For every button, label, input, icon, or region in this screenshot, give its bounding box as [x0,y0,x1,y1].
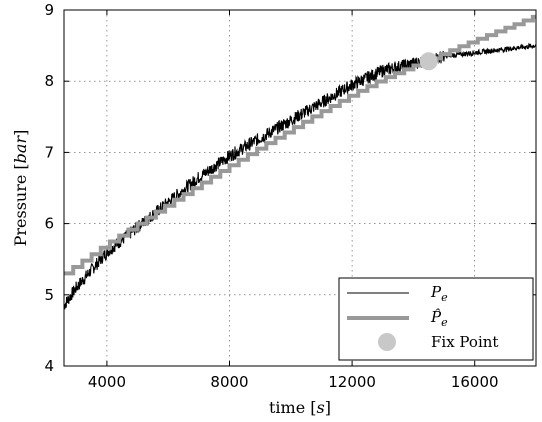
y-tick-label: 6 [44,215,54,233]
y-axis-bracket-open: [ [11,163,30,169]
x-axis-unit: s [317,398,325,417]
legend-label-fix-point: Fix Point [431,333,498,351]
y-tick-label: 9 [44,1,54,19]
y-axis-label-text: Pressure [11,170,30,247]
y-tick-label: 8 [44,72,54,90]
legend-label-pe-sub: e [441,291,448,304]
x-tick-label: 4000 [88,373,126,391]
x-axis-bracket-open: [ [310,398,316,417]
y-axis-bracket-close: ] [11,130,30,136]
legend-label-pe-hat-main: P̂ [430,308,442,326]
y-axis-unit: bar [11,135,30,164]
legend-label-pe-hat: P̂e [430,308,448,329]
y-tick-label: 7 [44,143,54,161]
tick-labels: 4000 8000 12000 16000 4 5 6 7 8 9 [44,1,498,391]
grid-lines [64,10,536,366]
y-tick-label: 4 [44,357,54,375]
x-axis-label: time [s] [269,398,331,417]
series-pe-hat-line [64,14,536,276]
plot-frame [63,9,537,367]
x-axis-label-text: time [269,398,310,417]
y-tick-label: 5 [44,286,54,304]
tick-marks [64,9,536,367]
series-pe-line [63,42,537,310]
y-axis-label: Pressure [bar] [11,130,30,247]
x-tick-label: 12000 [328,373,376,391]
x-tick-label: 8000 [210,373,248,391]
x-tick-label: 16000 [451,373,499,391]
legend-swatch-fix-point [378,333,396,351]
legend-label-pe-main: P [430,283,442,301]
x-axis-bracket-close: ] [325,398,331,417]
legend-label-pe-hat-sub: e [441,316,448,329]
series-layer [63,14,537,310]
legend: Pe P̂e Fix Point [338,277,534,361]
legend-label-pe: Pe [430,283,448,304]
fix-point-marker [419,52,438,71]
